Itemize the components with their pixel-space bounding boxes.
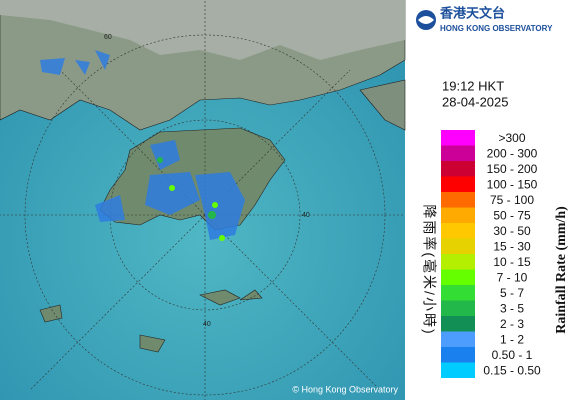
logo: 香港天文台 HONG KONG OBSERVATORY [416,5,553,33]
legend-label: 75 - 100 [490,193,534,207]
legend-swatch [441,331,475,347]
legend-swatch [441,223,475,239]
legend-label: 30 - 50 [493,224,531,238]
legend-swatch [441,145,475,161]
legend-label: 150 - 200 [487,162,538,176]
legend-swatch [441,238,475,254]
legend-label: 0.15 - 0.50 [483,363,541,377]
legend-label: 7 - 10 [497,270,528,284]
legend-swatch [441,207,475,223]
legend-label: 200 - 300 [487,146,538,160]
legend-swatch [441,176,475,192]
legend-label: 2 - 3 [500,317,524,331]
legend-label: 1 - 2 [500,332,524,346]
legend-label: 15 - 30 [493,239,531,253]
ring-label: 40 [302,212,310,219]
logo-chinese: 香港天文台 [439,5,505,20]
ring-label: 60 [104,34,112,41]
legend-label: 50 - 75 [493,208,531,222]
legend-swatch [441,316,475,332]
legend-label: 0.50 - 1 [492,348,533,362]
legend-label: 5 - 7 [500,286,524,300]
legend-label: 10 - 15 [493,255,531,269]
legend-title-english: Rainfall Rate (mm/h) [554,206,569,334]
legend-title-chinese: 降雨率(毫米/小時) [421,204,437,335]
legend-swatch [441,269,475,285]
legend-swatch [441,161,475,177]
date: 28-04-2025 [442,94,509,109]
ring-label: 40 [203,321,211,328]
legend-label: 100 - 150 [487,177,538,191]
time: 19:12 HKT [442,78,504,93]
legend-label: >300 [498,131,525,145]
legend-swatch [441,300,475,316]
legend-label: 3 - 5 [500,301,524,315]
legend-swatch [441,254,475,270]
logo-english: HONG KONG OBSERVATORY [440,24,553,33]
legend-swatch [441,347,475,363]
copyright: © Hong Kong Observatory [292,384,398,394]
legend-swatch [441,285,475,301]
legend-swatch [441,192,475,208]
legend-swatch [441,362,475,378]
legend-swatch [441,130,475,146]
map: 60 40 40 © Hong Kong Observatory [0,0,406,400]
